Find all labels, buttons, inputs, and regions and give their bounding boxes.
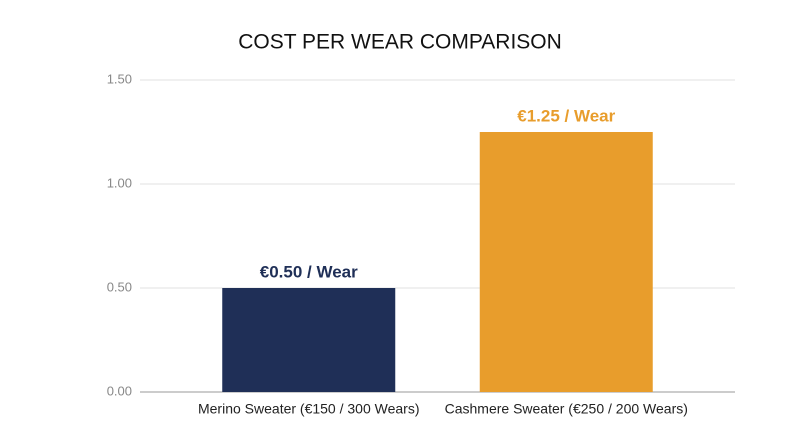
value-label: €1.25 / Wear (517, 106, 615, 125)
x-tick-label: Cashmere Sweater (€250 / 200 Wears) (445, 401, 688, 417)
value-label: €0.50 / Wear (260, 262, 358, 281)
y-tick-label: 1.50 (107, 71, 132, 86)
y-tick-label: 0.50 (107, 279, 132, 294)
x-tick-label: Merino Sweater (€150 / 300 Wears) (198, 401, 420, 417)
y-tick-label: 1.00 (107, 175, 132, 190)
bar (222, 288, 396, 392)
y-tick-label: 0.00 (107, 383, 132, 398)
bar (479, 132, 653, 392)
chart-title: COST PER WEAR COMPARISON (238, 31, 562, 54)
